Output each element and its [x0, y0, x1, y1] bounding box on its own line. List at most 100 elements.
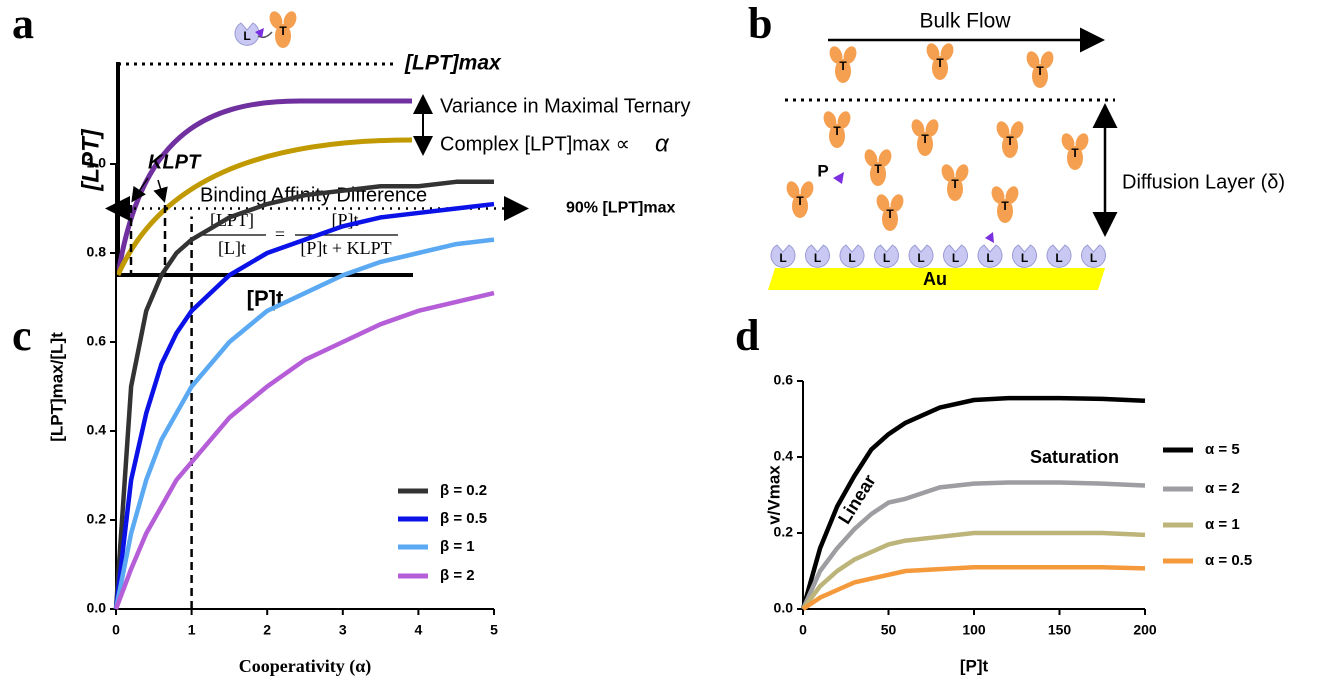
lobe	[932, 56, 948, 80]
x-tick-label: 100	[962, 622, 986, 638]
ligand-shape	[1012, 244, 1037, 268]
series-line	[113, 237, 495, 610]
panel-label: b	[748, 0, 772, 48]
target-icon: T	[269, 11, 297, 48]
panel-label: d	[735, 311, 759, 360]
legend-label: α = 5	[1205, 441, 1240, 458]
series-line	[113, 201, 495, 610]
icon-label: T	[839, 59, 847, 73]
x-tick-label: 2	[263, 622, 271, 638]
linker	[257, 31, 273, 39]
icon-label: T	[1001, 199, 1009, 213]
lobe	[800, 181, 814, 199]
ligand-icon: L	[770, 244, 796, 268]
chart: 0.0 0.2 0.4 0.6 0 50 100 150 200 v/Vmax [P]t α = 5 α…	[764, 372, 1252, 676]
lobe	[837, 111, 851, 129]
target-icon: T	[1026, 51, 1054, 88]
lobe	[878, 149, 892, 167]
icon-label: T	[279, 24, 287, 38]
icon-label: L	[814, 251, 821, 265]
lobe	[1002, 134, 1018, 158]
target-icon: T	[996, 121, 1024, 158]
lobe	[843, 46, 857, 64]
target-icon: T	[991, 186, 1019, 223]
icon-label: T	[936, 56, 944, 70]
y-tick-label: 1.0	[87, 155, 107, 171]
target-icon: T	[911, 119, 939, 156]
ligand-icon: L	[839, 244, 865, 268]
y-tick-label: 0.0	[87, 600, 107, 616]
x-tick-label: 4	[415, 622, 423, 638]
icon-label: L	[952, 251, 959, 265]
x-axis-label: Cooperativity (α)	[239, 656, 372, 677]
panel-b: Bulk Flow Diffusion Layer (δ) Au	[768, 10, 1285, 290]
series-line	[800, 480, 1146, 610]
target-icon: T	[941, 164, 969, 201]
lobe	[283, 11, 297, 29]
lobe	[925, 119, 939, 137]
ligand-shape	[770, 244, 796, 268]
panel-a: [LPT]max [LPT] [P]t KLPT Variance in Max…	[77, 52, 690, 311]
lobe	[882, 207, 898, 231]
lobe	[269, 11, 283, 29]
y-tick-label: 0.4	[774, 448, 794, 464]
icon-label: L	[986, 251, 993, 265]
series-line	[801, 564, 1146, 611]
icon-label: T	[951, 177, 959, 191]
icon-label: L	[779, 251, 786, 265]
legend-label: β = 0.2	[440, 482, 487, 499]
lobe	[823, 111, 837, 129]
x-tick-label: 1	[188, 622, 196, 638]
target-icon: T	[829, 46, 857, 83]
ligand-shape	[1046, 244, 1072, 268]
lobe	[917, 132, 933, 156]
chart: 0.0 0.2 0.4 0.6 0.8 1.0 0 1 2 3 4 5 [LPT]max/[L]t Coo…	[47, 155, 675, 677]
ligand-shape	[234, 22, 260, 46]
series-line	[800, 395, 1146, 610]
lobe	[876, 194, 890, 212]
ligand-shape	[805, 244, 830, 268]
y-axis-label: v/Vmax	[764, 465, 783, 525]
lobe	[829, 46, 843, 64]
lobe	[991, 186, 1005, 204]
icon-label: T	[1036, 64, 1044, 78]
y-tick-label: 0.8	[87, 244, 107, 260]
charts: 0.0 0.2 0.4 0.6 0.8 1.0 0 1 2 3 4 5 [LPT]max/[L]t Coo…	[47, 155, 1252, 677]
x-tick-label: 50	[881, 622, 897, 638]
ligand-icon: L	[1012, 244, 1037, 268]
lobe	[996, 121, 1010, 139]
ligand-icon: L	[1046, 244, 1072, 268]
ligand-icon: L	[874, 244, 899, 268]
warhead	[833, 172, 844, 184]
x-tick-label: 0	[799, 622, 807, 638]
lobe	[792, 194, 808, 218]
equation: =	[275, 224, 285, 244]
lobe	[835, 59, 851, 83]
ligand-shape	[839, 244, 865, 268]
annotation: Saturation	[1030, 447, 1119, 467]
icon-label: L	[1055, 251, 1062, 265]
icon-label: T	[874, 162, 882, 176]
target-icon: T	[1061, 133, 1089, 170]
lobe	[864, 149, 878, 167]
ligand-shape	[908, 244, 934, 268]
k-label: KLPT	[148, 151, 202, 173]
target-icon: T	[926, 43, 954, 80]
legend-label: β = 0.5	[440, 510, 487, 527]
equation: [P]t + KLPT	[300, 238, 391, 258]
lobe	[926, 43, 940, 61]
flow-label: Bulk Flow	[919, 10, 1011, 33]
lobe	[1026, 51, 1040, 69]
ligand-icon: L	[977, 244, 1003, 268]
lobe	[997, 199, 1013, 223]
icon-label: T	[1006, 134, 1014, 148]
arrow	[153, 179, 168, 203]
lobe	[940, 43, 954, 61]
icon-label: L	[883, 251, 890, 265]
legend-label: α = 1	[1205, 516, 1240, 533]
ligand-shape	[874, 244, 899, 268]
y-axis-label: [LPT]max/[L]t	[47, 332, 66, 442]
icon-label: L	[917, 251, 924, 265]
lobe	[829, 124, 845, 148]
